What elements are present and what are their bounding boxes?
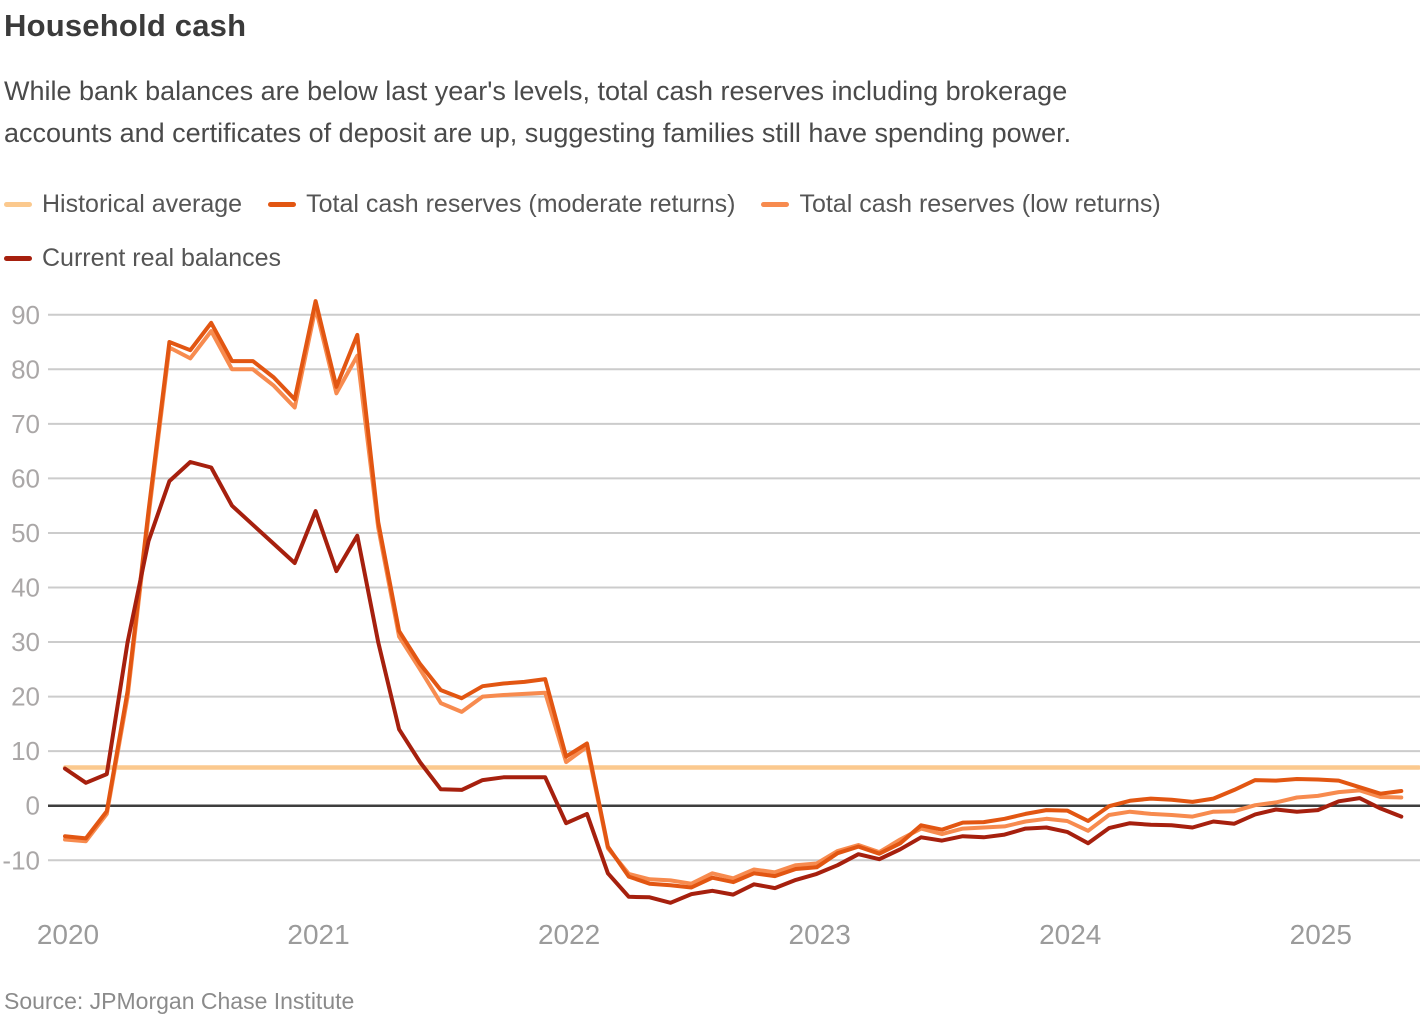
x-tick-label: 2025: [1290, 919, 1352, 950]
series-line-low: [63, 305, 1404, 886]
chart-legend-row-2: Current real balances: [4, 244, 1404, 273]
x-axis-labels: 2020 2021 2022 2023 2024 2025: [37, 919, 1352, 950]
y-tick-label: 50: [11, 518, 40, 548]
legend-label-historical-average: Historical average: [42, 190, 243, 218]
legend-item-current-real-balances: Current real balances: [4, 244, 281, 273]
source-attribution: Source: JPMorgan Chase Institute: [4, 988, 355, 1014]
x-tick-label: 2023: [789, 919, 851, 950]
y-tick-label: 70: [11, 409, 40, 439]
legend-swatch-historical-average-icon: [4, 202, 32, 207]
y-tick-label: 40: [11, 573, 40, 603]
page-title: Household cash: [4, 8, 247, 43]
legend-item-moderate-returns: Total cash reserves (moderate returns): [268, 190, 735, 219]
series-line-current: [63, 460, 1404, 905]
y-axis-labels: 90 80 70 60 50 40 30 20 10 0 -10: [2, 300, 40, 876]
legend-item-low-returns: Total cash reserves (low returns): [761, 190, 1161, 219]
y-tick-label: 60: [11, 463, 40, 493]
legend-item-historical-average: Historical average: [4, 190, 242, 219]
legend-label-moderate-returns: Total cash reserves (moderate returns): [306, 190, 736, 218]
y-tick-label: 10: [11, 736, 40, 766]
y-tick-label: 20: [11, 682, 40, 712]
legend-label-low-returns: Total cash reserves (low returns): [799, 190, 1161, 218]
y-tick-label: 30: [11, 627, 40, 657]
y-tick-label: 0: [26, 791, 40, 821]
x-tick-label: 2021: [287, 919, 349, 950]
chart-subtitle: While bank balances are below last year'…: [4, 70, 1344, 154]
legend-swatch-low-returns-icon: [761, 202, 790, 207]
chart-legend-row-1: Historical average Total cash reserves (…: [4, 190, 1404, 219]
y-tick-label: 80: [11, 354, 40, 384]
y-gridlines: [48, 313, 1420, 862]
series-line-moderate: [63, 299, 1404, 890]
x-tick-label: 2022: [538, 919, 600, 950]
x-tick-label: 2024: [1039, 919, 1101, 950]
legend-swatch-current-real-balances-icon: [4, 256, 32, 261]
y-tick-label: -10: [2, 845, 40, 875]
subtitle-line-1: While bank balances are below last year'…: [4, 76, 1068, 106]
legend-label-current-real-balances: Current real balances: [42, 244, 282, 272]
y-tick-label: 90: [11, 300, 40, 330]
subtitle-line-2: accounts and certificates of deposit are…: [4, 118, 1072, 148]
x-tick-label: 2020: [37, 919, 99, 950]
legend-swatch-moderate-returns-icon: [268, 202, 297, 207]
